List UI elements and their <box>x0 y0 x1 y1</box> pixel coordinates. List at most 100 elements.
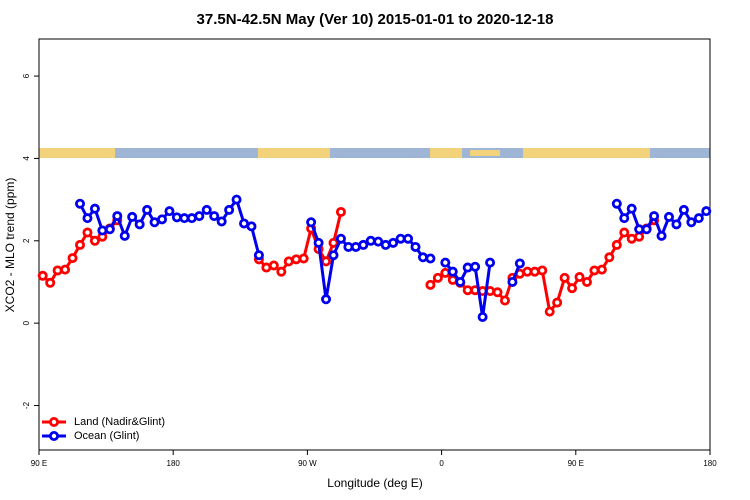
data-point <box>291 254 302 265</box>
data-point <box>678 204 689 215</box>
data-point <box>693 213 704 224</box>
data-point <box>335 206 346 217</box>
data-point <box>104 224 115 235</box>
data-point <box>574 272 585 283</box>
data-point <box>60 264 71 275</box>
data-point <box>544 306 555 317</box>
x-tick-label: 180 <box>167 459 181 468</box>
data-point <box>75 239 86 250</box>
data-point <box>89 203 100 214</box>
data-point <box>157 214 168 225</box>
data-point <box>37 270 48 281</box>
data-point <box>313 237 324 248</box>
data-point <box>410 241 421 252</box>
data-point <box>67 253 78 264</box>
data-point <box>201 204 212 215</box>
data-point <box>373 236 384 247</box>
data-point <box>567 283 578 294</box>
data-point <box>447 266 458 277</box>
y-tick-label: -2 <box>22 401 31 409</box>
data-point <box>328 237 339 248</box>
legend-label: Land (Nadir&Glint) <box>74 416 165 428</box>
data-point <box>656 230 667 241</box>
chart-title: 37.5N-42.5N May (Ver 10) 2015-01-01 to 2… <box>197 11 554 28</box>
data-point <box>626 203 637 214</box>
data-point <box>499 295 510 306</box>
data-point <box>559 272 570 283</box>
data-point <box>365 235 376 246</box>
data-point <box>82 227 93 238</box>
data-point <box>649 211 660 222</box>
data-point <box>97 225 108 236</box>
x-tick-label: 90 E <box>31 459 47 468</box>
data-point <box>596 264 607 275</box>
x-tick-label: 0 <box>439 459 444 468</box>
data-point <box>403 233 414 244</box>
data-point <box>432 272 443 283</box>
data-point <box>328 250 339 261</box>
data-point <box>663 211 674 222</box>
data-point <box>417 252 428 263</box>
x-axis-label: Longitude (deg E) <box>327 476 422 490</box>
series-line <box>41 211 656 316</box>
data-point <box>537 265 548 276</box>
data-point <box>134 219 145 230</box>
data-point <box>335 233 346 244</box>
data-point <box>276 266 287 277</box>
y-tick-label: 2 <box>22 238 31 243</box>
data-point <box>477 311 488 322</box>
data-point <box>425 253 436 264</box>
data-point <box>611 239 622 250</box>
data-point <box>112 211 123 222</box>
data-point <box>45 277 56 288</box>
data-point <box>82 213 93 224</box>
data-point <box>224 204 235 215</box>
legend-marker <box>49 416 60 427</box>
data-point <box>75 198 86 209</box>
data-point <box>321 294 332 305</box>
data-point <box>142 204 153 215</box>
data-point <box>388 237 399 248</box>
data-point <box>611 198 622 209</box>
data-point <box>641 224 652 235</box>
data-point <box>604 252 615 263</box>
data-point <box>164 206 175 217</box>
data-point <box>298 253 309 264</box>
data-point <box>171 212 182 223</box>
x-tick-label: 90 W <box>298 459 317 468</box>
data-point <box>52 265 63 276</box>
y-tick-label: 6 <box>22 73 31 78</box>
data-point <box>492 287 503 298</box>
data-point <box>552 297 563 308</box>
data-point <box>127 211 138 222</box>
map-strip <box>39 148 710 158</box>
data-point <box>514 258 525 269</box>
data-point <box>507 276 518 287</box>
data-point <box>246 221 257 232</box>
data-point <box>253 250 264 261</box>
legend-marker <box>49 430 60 441</box>
data-point <box>321 256 332 267</box>
data-point <box>671 219 682 230</box>
data-point <box>701 206 712 217</box>
data-point <box>462 262 473 273</box>
legend-label: Ocean (Glint) <box>74 430 139 442</box>
data-point <box>89 235 100 246</box>
data-point <box>581 276 592 287</box>
data-point <box>455 276 466 287</box>
data-point <box>231 194 242 205</box>
data-point <box>358 239 369 250</box>
data-point <box>209 211 220 222</box>
data-point <box>194 211 205 222</box>
data-point <box>589 265 600 276</box>
x-tick-label: 180 <box>703 459 717 468</box>
y-tick-label: 4 <box>22 156 31 161</box>
data-point <box>470 261 481 272</box>
data-point <box>485 257 496 268</box>
data-point <box>619 213 630 224</box>
data-point <box>529 266 540 277</box>
x-tick-label: 90 E <box>568 459 584 468</box>
y-axis-label: XCO2 - MLO trend (ppm) <box>3 178 17 313</box>
data-point <box>440 267 451 278</box>
